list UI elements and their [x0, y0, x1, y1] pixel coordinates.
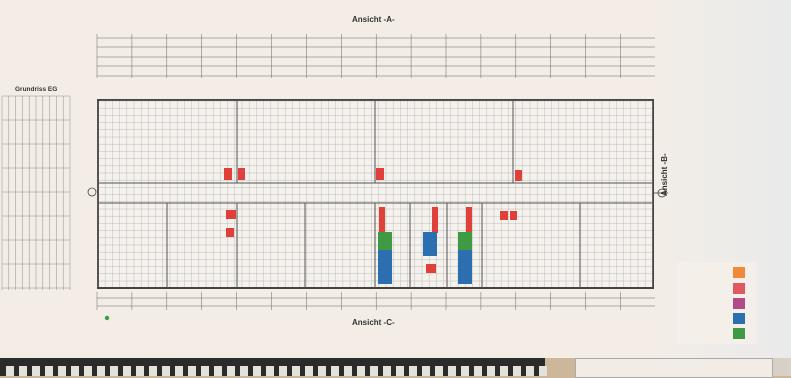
frame-tile — [97, 366, 105, 376]
frame-tile — [71, 366, 79, 376]
frame-tile — [383, 366, 391, 376]
view-a-title: Ansicht -A- — [352, 15, 395, 24]
frame-tile — [357, 366, 365, 376]
frame-tile — [19, 366, 27, 376]
frame-tile — [162, 366, 170, 376]
frame-tile — [279, 366, 287, 376]
frame-tile — [240, 366, 248, 376]
frame-tile — [500, 366, 508, 376]
frame-tile — [32, 366, 40, 376]
plan-title: Grundriss EG — [15, 86, 58, 93]
frame-tile — [539, 366, 547, 376]
red-swatch — [733, 283, 745, 294]
blue-swatch — [733, 313, 745, 324]
green-swatch — [733, 328, 745, 339]
frame-tile — [318, 366, 326, 376]
view-c-title: Ansicht -C- — [352, 318, 395, 327]
frame-tile — [370, 366, 378, 376]
frame-tile — [201, 366, 209, 376]
orange-swatch — [733, 267, 745, 278]
bottom-right-card — [575, 358, 773, 378]
frame-tile — [292, 366, 300, 376]
frame-tile — [331, 366, 339, 376]
frame-tile — [526, 366, 534, 376]
frame-tile — [58, 366, 66, 376]
frame-tile — [396, 366, 404, 376]
frame-tile — [6, 366, 14, 376]
frame-tile — [227, 366, 235, 376]
frame-tile — [461, 366, 469, 376]
frame-tile — [123, 366, 131, 376]
purple-swatch — [733, 298, 745, 309]
frame-tile — [214, 366, 222, 376]
view-b-title: Ansicht -B- — [660, 153, 669, 196]
frame-tile — [175, 366, 183, 376]
frame-tile — [409, 366, 417, 376]
frame-tile — [474, 366, 482, 376]
frame-tile — [149, 366, 157, 376]
frame-tile — [266, 366, 274, 376]
frame-tile — [136, 366, 144, 376]
frame-tile — [448, 366, 456, 376]
frame-tile — [110, 366, 118, 376]
frame-tile — [344, 366, 352, 376]
frame-tile — [422, 366, 430, 376]
frame-tile — [45, 366, 53, 376]
frame-tile — [84, 366, 92, 376]
frame-tile — [435, 366, 443, 376]
frame-tile — [513, 366, 521, 376]
frame-tile — [487, 366, 495, 376]
frame-tile — [305, 366, 313, 376]
frame-tile — [253, 366, 261, 376]
frame-tile — [188, 366, 196, 376]
